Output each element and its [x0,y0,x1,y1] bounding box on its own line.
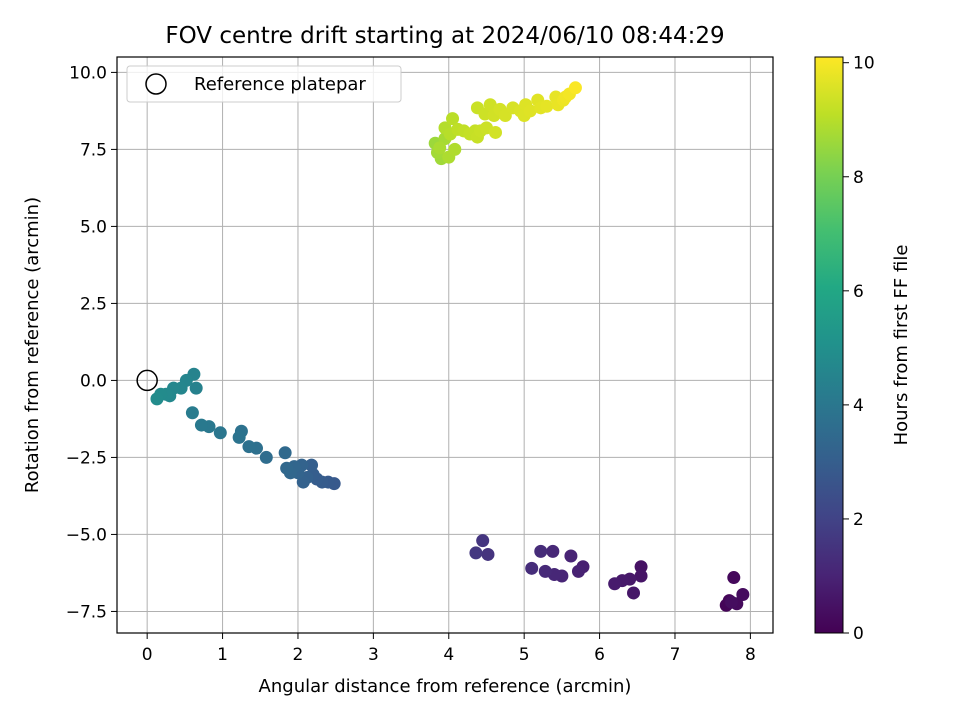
scatter-point [150,392,164,406]
scatter-point [481,547,495,561]
scatter-point [189,381,203,395]
colorbar-label: Hours from first FF file [891,245,912,446]
scatter-point [278,446,292,460]
colorbar-tick-label: 8 [853,168,864,188]
scatter-point [608,577,622,591]
scatter-point [259,450,273,464]
y-tick-label: −2.5 [66,448,107,468]
scatter-point [634,560,648,574]
scatter-point [634,569,648,583]
scatter-point [446,112,460,126]
y-tick-label: 0.0 [80,371,107,391]
reference-platepar-marker [136,369,158,392]
x-tick-label: 7 [670,645,681,665]
y-tick-label: −5.0 [66,525,107,545]
scatter-point [476,534,490,548]
grid-lines [117,57,773,633]
scatter-point [736,587,750,601]
colorbar [814,56,844,634]
y-axis-ticks: −7.5 −5.0 −2.5 0.0 2.5 5.0 7.5 10.0 [66,63,117,622]
scatter-point [564,549,578,563]
y-axis-label: Rotation from reference (arcmin) [22,197,43,493]
scatter-point [540,99,554,113]
y-tick-label: 10.0 [69,63,107,83]
chart-title: FOV centre drift starting at 2024/06/10 … [165,23,724,49]
scatter-point [483,98,497,112]
colorbar-tick-label: 2 [853,510,864,530]
y-tick-label: 7.5 [80,140,107,160]
scatter-point [232,430,246,444]
scatter-point [571,564,585,578]
scatter-point [725,595,739,609]
legend: Reference platepar [126,65,402,103]
scatter-point [469,546,483,560]
scatter-point [448,142,462,156]
colorbar-tick-label: 10 [853,54,875,74]
scatter-point [194,418,208,432]
y-tick-label: 5.0 [80,217,107,237]
scatter-point [546,544,560,558]
legend-box [126,65,402,103]
x-tick-label: 1 [217,645,228,665]
scatter-point [525,561,539,575]
scatter-point [213,426,227,440]
x-axis-ticks: 0 1 2 3 4 5 6 7 8 [142,633,756,665]
scatter-point [534,544,548,558]
scatter-point [568,81,582,95]
scatter-point [280,461,294,475]
scatter-point [433,141,447,155]
scatter-point [538,564,552,578]
colorbar-tick-label: 6 [853,282,864,302]
x-tick-label: 4 [443,645,454,665]
x-tick-label: 2 [293,645,304,665]
x-tick-label: 3 [368,645,379,665]
legend-marker [145,73,167,95]
scatter-point [185,406,199,420]
y-tick-label: −7.5 [66,602,107,622]
scatter-point [305,458,319,472]
colorbar-ticks: 0 2 4 6 8 10 [843,54,875,644]
x-tick-label: 5 [519,645,530,665]
plot-frame [116,56,774,634]
colorbar-tick-label: 0 [853,624,864,644]
y-tick-label: 2.5 [80,294,107,314]
scatter-point [523,104,537,118]
scatter-point [242,440,256,454]
scatter-point [489,125,503,139]
x-tick-label: 6 [594,645,605,665]
colorbar-tick-label: 4 [853,396,864,416]
x-axis-label: Angular distance from reference (arcmin) [259,676,632,697]
x-tick-label: 0 [142,645,153,665]
data-points [150,81,750,612]
x-tick-label: 8 [745,645,756,665]
scatter-point [627,586,641,600]
legend-label: Reference platepar [194,74,366,95]
scatter-point [727,571,741,585]
